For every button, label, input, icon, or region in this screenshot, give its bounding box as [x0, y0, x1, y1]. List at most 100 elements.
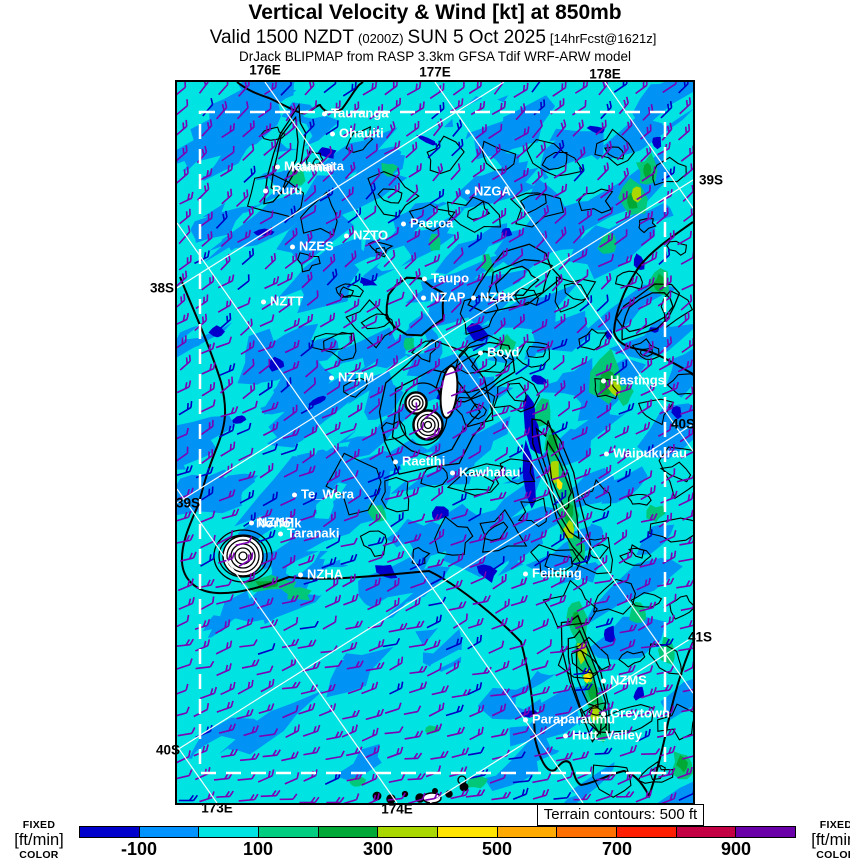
place-label-nzrk: NZRK — [471, 291, 516, 304]
place-label-feilding: Feilding — [523, 567, 582, 580]
place-label-paraparaumu: Paraparaumu — [523, 713, 615, 726]
place-dot — [471, 296, 476, 301]
place-dot — [330, 132, 335, 137]
place-dot — [393, 460, 398, 465]
colorbar-segment — [319, 827, 379, 837]
place-label-ohauiti: Ohauiti — [330, 127, 384, 140]
coord-label-176e: 176E — [249, 63, 281, 78]
colorbar-tick--100: -100 — [121, 839, 157, 860]
place-dot — [563, 734, 568, 739]
place-dot — [263, 189, 268, 194]
place-dot — [601, 679, 606, 684]
place-label-te-wera: Te_Wera — [292, 488, 354, 501]
coord-label-39s: 39S — [699, 173, 723, 188]
place-name: Ohauiti — [339, 126, 384, 141]
place-name: NZHA — [307, 567, 343, 582]
place-dot — [292, 493, 297, 498]
legend-left: FIXED [ft/min] COLOR — [0, 820, 78, 861]
place-name: NZRK — [480, 290, 516, 305]
place-label-kawhatau: Kawhatau — [450, 466, 520, 479]
place-name: Te_Wera — [301, 487, 354, 502]
place-label-nzga: NZGA — [465, 185, 511, 198]
colorbar-tick-300: 300 — [363, 839, 393, 860]
place-dot — [401, 222, 406, 227]
place-name: NZTO — [353, 228, 388, 243]
colorbar-segment — [378, 827, 438, 837]
coord-label-178e: 178E — [589, 67, 621, 82]
place-dot — [261, 300, 266, 305]
place-name: Greytown — [610, 706, 670, 721]
place-label-nztt: NZTT — [261, 295, 303, 308]
place-label-nztm: NZTM — [329, 371, 374, 384]
place-label-kaimai: Kaimai — [291, 161, 334, 174]
place-dot — [478, 351, 483, 356]
place-name: Kawhatau — [459, 465, 520, 480]
valid-prefix: Valid 1500 NZDT — [210, 27, 354, 48]
place-label-nzes: NZES — [290, 240, 334, 253]
place-label-nzms: NZMS — [601, 674, 647, 687]
place-name: Tauranga — [331, 106, 389, 121]
place-label-paeroa: Paeroa — [401, 217, 453, 230]
place-dot — [523, 718, 528, 723]
place-name: NZAP — [430, 290, 465, 305]
place-dot — [422, 277, 427, 282]
colorbar-segment — [140, 827, 200, 837]
place-label-nzap: NZAP — [421, 291, 465, 304]
legend-color-label: COLOR — [797, 850, 850, 861]
place-label-tauranga: Tauranga — [322, 107, 389, 120]
place-dot — [421, 296, 426, 301]
colorbar-segment — [259, 827, 319, 837]
legend-fixed-label: FIXED — [797, 820, 850, 831]
place-label-nzha: NZHA — [298, 568, 343, 581]
place-name: NZTM — [338, 370, 374, 385]
place-dot — [601, 379, 606, 384]
legend-right: FIXED [ft/min] COLOR — [797, 820, 850, 861]
place-name: Taranaki — [287, 526, 340, 541]
coord-label-174e: 174E — [381, 802, 413, 817]
valid-utc: (0200Z) — [358, 31, 404, 46]
place-dot — [278, 532, 283, 537]
legend-fixed-label: FIXED — [0, 820, 78, 831]
colorbar-segment — [199, 827, 259, 837]
place-name: Hutt_Valley — [572, 728, 642, 743]
place-name: Paraparaumu — [532, 712, 615, 727]
place-name: NZGA — [474, 184, 511, 199]
page-title: Vertical Velocity & Wind [kt] at 850mb — [10, 1, 850, 25]
place-dot — [450, 471, 455, 476]
place-dot — [249, 521, 254, 526]
colorbar-tick-900: 900 — [721, 839, 751, 860]
place-dot — [329, 376, 334, 381]
place-label-hastings: Hastings — [601, 374, 665, 387]
place-label-hutt-valley: Hutt_Valley — [563, 729, 642, 742]
colorbar-segment — [617, 827, 677, 837]
colorbar-tick-500: 500 — [482, 839, 512, 860]
place-name: NZTT — [270, 294, 303, 309]
place-dot — [322, 112, 327, 117]
place-name: Paeroa — [410, 216, 453, 231]
place-dot — [344, 234, 349, 239]
place-name: Feilding — [532, 566, 582, 581]
coord-label-177e: 177E — [419, 65, 451, 80]
colorbar-segment — [80, 827, 140, 837]
place-label-taupo: Taupo — [422, 272, 469, 285]
place-name: Hastings — [610, 373, 665, 388]
coord-label-38s: 38S — [150, 281, 174, 296]
place-dot — [523, 572, 528, 577]
place-name: Taupo — [431, 271, 469, 286]
place-name: Ruru — [272, 183, 302, 198]
place-name: Boyd — [487, 345, 520, 360]
colorbar-segment — [557, 827, 617, 837]
colorbar-tick-100: 100 — [243, 839, 273, 860]
place-label-ruru: Ruru — [263, 184, 302, 197]
place-label-raetihi: Raetihi — [393, 455, 445, 468]
colorbar-tick-700: 700 — [602, 839, 632, 860]
colorbar-segment — [736, 827, 795, 837]
place-dot — [465, 190, 470, 195]
place-dot — [298, 573, 303, 578]
place-name: Raetihi — [402, 454, 445, 469]
colorbar-segment — [498, 827, 558, 837]
valid-time-line: Valid 1500 NZDT(0200Z)SUN 5 Oct 2025[14h… — [10, 27, 850, 49]
